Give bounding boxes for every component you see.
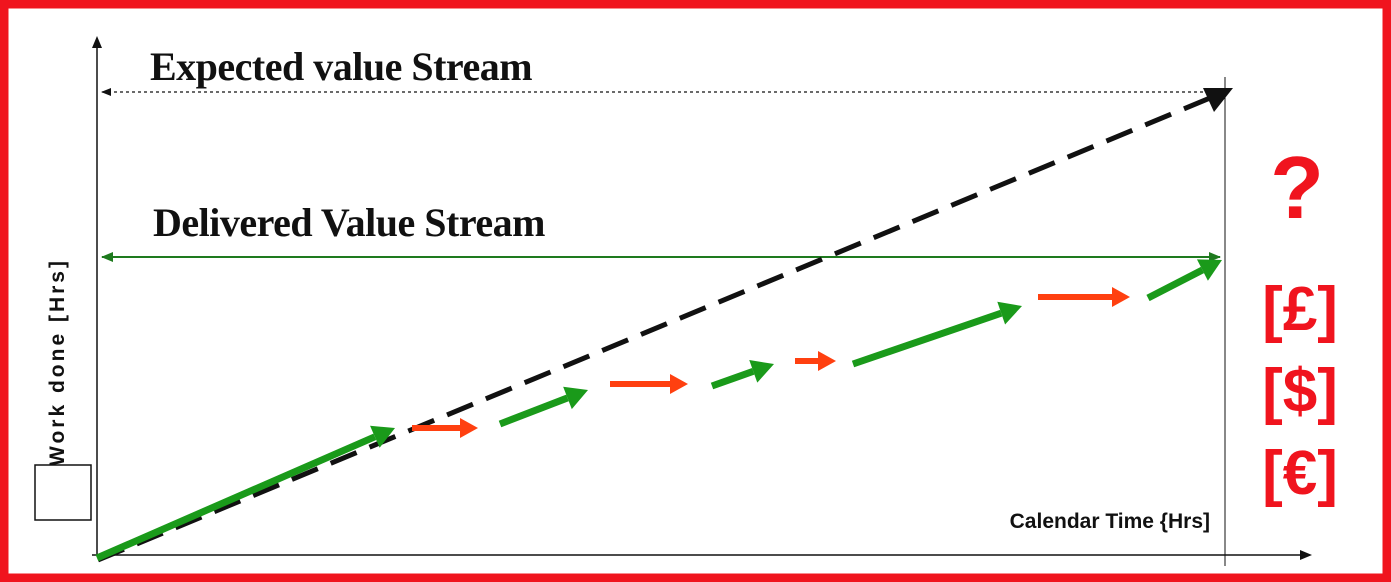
progress-arrowhead-icon <box>997 301 1022 325</box>
progress-segment <box>498 394 569 428</box>
progress-arrowhead-icon <box>1196 259 1222 281</box>
currency-label: [€] <box>1262 439 1338 508</box>
delivered-stream-label: Delivered Value Stream <box>153 200 545 245</box>
expected-value-dashed-line <box>97 95 1211 563</box>
expected-value-arrowhead-icon <box>1203 88 1233 112</box>
progress-arrowhead-icon <box>749 360 774 383</box>
question-mark: ? <box>1270 138 1324 237</box>
progress-arrowhead-icon <box>370 425 395 448</box>
progress-segments <box>95 259 1222 562</box>
progress-segment <box>710 368 755 390</box>
x-axis-arrowhead-icon <box>1300 550 1312 560</box>
currency-list: [£] [$] [€] <box>1262 275 1338 508</box>
progress-segment <box>95 433 377 562</box>
delay-arrowhead-icon <box>670 374 688 394</box>
delay-arrowhead-icon <box>818 351 836 371</box>
progress-segment <box>1146 266 1205 302</box>
progress-arrowhead-icon <box>563 386 588 410</box>
legend-square <box>34 464 92 521</box>
delay-arrowhead-icon <box>1112 287 1130 307</box>
currency-label: [£] <box>1262 275 1338 344</box>
x-axis-label: Calendar Time {Hrs] <box>1010 510 1210 533</box>
y-axis-label: Work done [Hrs] <box>46 258 69 466</box>
y-axis-arrowhead-icon <box>92 36 102 48</box>
expected-stream-label: Expected value Stream <box>150 44 532 89</box>
currency-label: [$] <box>1262 357 1338 426</box>
progress-segment <box>851 309 1003 368</box>
delay-arrowhead-icon <box>460 418 478 438</box>
